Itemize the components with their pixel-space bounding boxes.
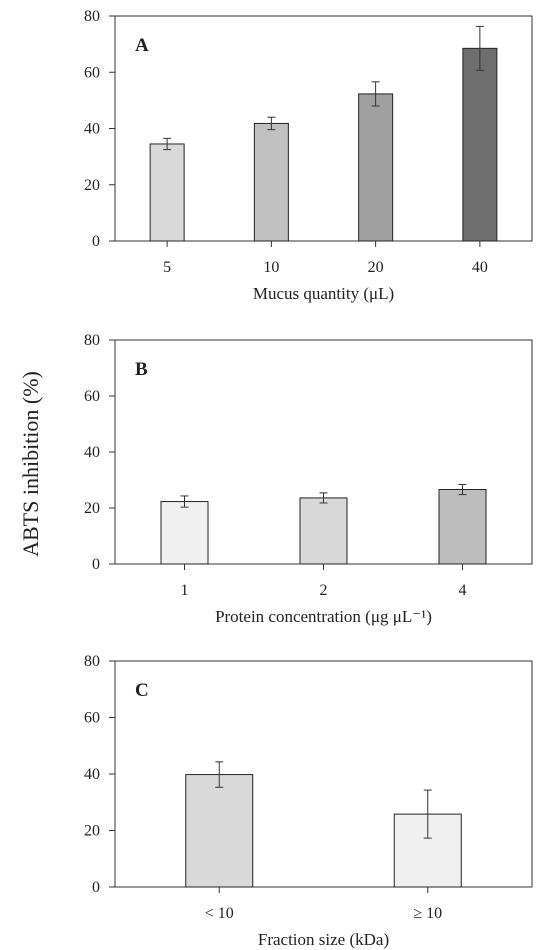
panel-a-xtick-label: 20 (368, 259, 384, 276)
panel-a-bar (253, 122, 289, 242)
panel-a-bar (149, 143, 185, 242)
panel-b-xtick-label: 4 (459, 582, 467, 599)
panel-a-bar (358, 93, 394, 242)
panel-a-x-axis-label: Mucus quantity (μL) (253, 284, 394, 303)
panel-c-frame (114, 660, 533, 888)
panel-c-ytick-label: 20 (84, 823, 100, 840)
panel-b-x-axis-label: Protein concentration (μg μL⁻¹) (215, 607, 432, 626)
panel-c-ytick-label: 0 (92, 879, 100, 896)
panel-a-ytick-label: 60 (84, 64, 100, 81)
panel-b-bar (299, 497, 348, 565)
panel-c-label: C (135, 680, 149, 701)
panel-c-bar (185, 774, 254, 888)
panel-a-ytick-label: 40 (84, 121, 100, 138)
panel-a-bar (462, 47, 498, 242)
panel-b-bar (160, 501, 209, 565)
panel-c-xtick-label: ≥ 10 (413, 905, 442, 922)
panel-b-ytick-label: 20 (84, 500, 100, 517)
panel-b-ytick-label: 80 (84, 332, 100, 349)
panel-a-xtick-label: 5 (163, 259, 171, 276)
panel-b-ytick-label: 0 (92, 556, 100, 573)
panel-c-x-axis-label: Fraction size (kDa) (258, 930, 389, 949)
panel-c-ytick-label: 40 (84, 766, 100, 783)
panel-c-ytick-label: 60 (84, 710, 100, 727)
panel-b-ytick-label: 40 (84, 444, 100, 461)
panel-a-xtick-label: 10 (263, 259, 279, 276)
panel-b-bar (438, 489, 487, 565)
panel-a-label: A (135, 35, 149, 56)
panel-a-xtick-label: 40 (472, 259, 488, 276)
panel-a-ytick-label: 80 (84, 8, 100, 25)
panel-c-ytick-label: 80 (84, 653, 100, 670)
panel-b-xtick-label: 1 (181, 582, 189, 599)
panel-b-xtick-label: 2 (320, 582, 328, 599)
panel-a-ytick-label: 20 (84, 177, 100, 194)
panel-a-ytick-label: 0 (92, 233, 100, 250)
y-axis-label: ABTS inhibition (%) (18, 371, 43, 557)
panel-b-label: B (135, 359, 148, 380)
panel-c-xtick-label: < 10 (205, 905, 234, 922)
panel-b-ytick-label: 60 (84, 388, 100, 405)
